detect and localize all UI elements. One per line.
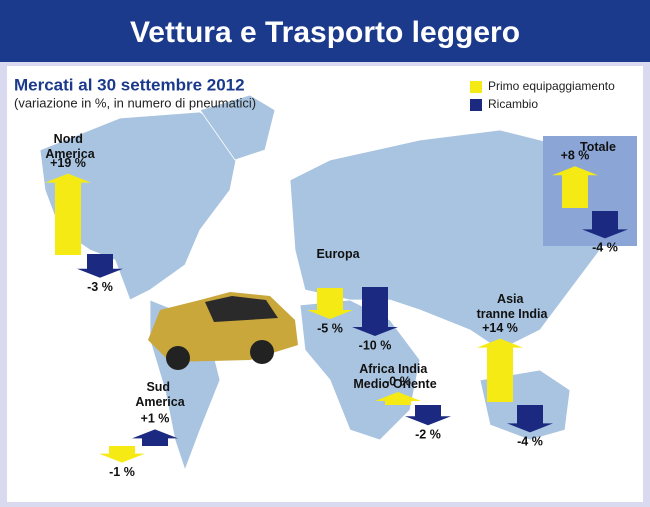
note: (variazione in %, in numero di pneumatic… xyxy=(14,95,256,110)
legend-label: Primo equipaggiamento xyxy=(488,79,615,93)
value-label: -5 % xyxy=(317,321,343,335)
value-label: +1 % xyxy=(141,412,170,426)
value-label: -3 % xyxy=(87,280,113,294)
value-label: -4 % xyxy=(592,241,618,255)
value-label: -1 % xyxy=(109,465,135,479)
value-label: -0 % xyxy=(385,374,411,388)
value-label: -2 % xyxy=(415,427,441,441)
region-label: Europa xyxy=(316,247,360,261)
legend-swatch xyxy=(470,81,482,93)
infographic: Vettura e Trasporto leggero Mercati al 3… xyxy=(0,0,650,507)
value-label: +8 % xyxy=(561,148,590,162)
legend-swatch xyxy=(470,99,482,111)
value-label: -4 % xyxy=(517,435,543,449)
legend-label: Ricambio xyxy=(488,97,538,111)
value-label: -10 % xyxy=(359,338,392,352)
title: Vettura e Trasporto leggero xyxy=(130,16,520,49)
subtitle: Mercati al 30 settembre 2012 xyxy=(14,75,245,94)
value-label: +14 % xyxy=(482,321,518,335)
value-label: +19 % xyxy=(50,156,86,170)
